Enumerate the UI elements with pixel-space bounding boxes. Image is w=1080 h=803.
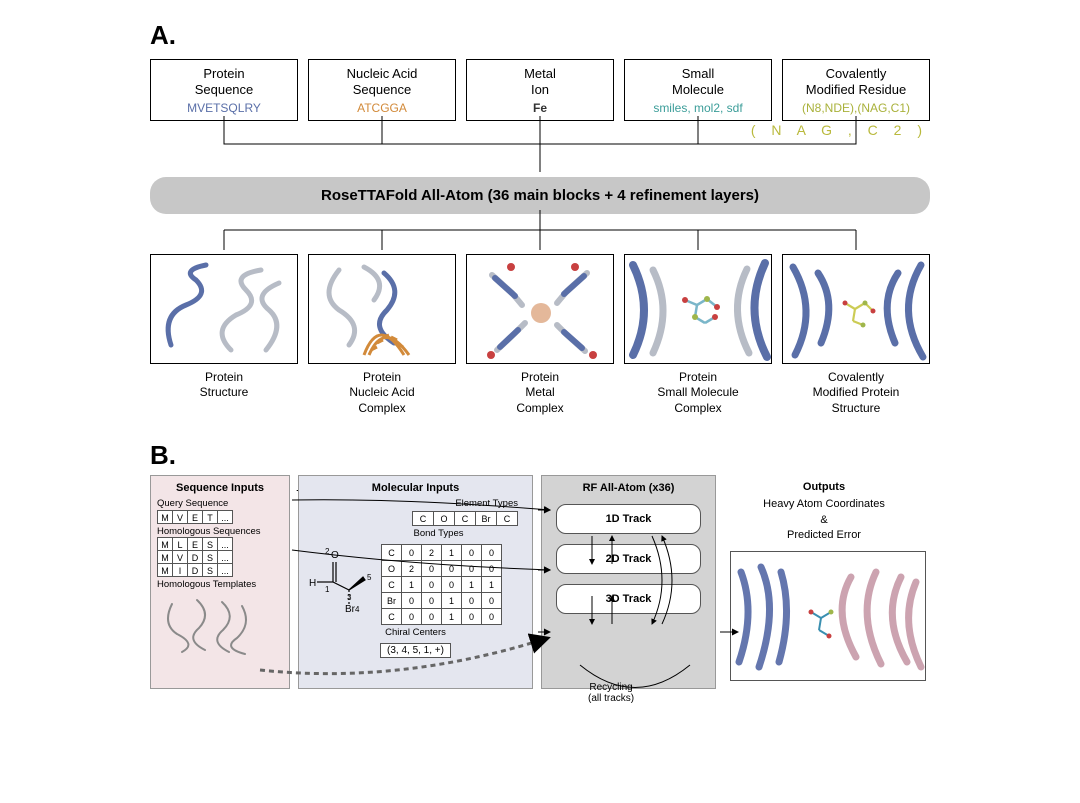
inputs-row: Protein Sequence MVETSQLRY Nucleic Acid …: [150, 59, 930, 121]
wires-bottom: [150, 210, 930, 250]
panel-a-label: A.: [150, 20, 930, 51]
output-image: [782, 254, 930, 364]
output-image: [466, 254, 614, 364]
input-box-protein: Protein Sequence MVETSQLRY: [150, 59, 298, 121]
output-caption: Protein Metal Complex: [466, 370, 614, 417]
output-caption: Protein Nucleic Acid Complex: [308, 370, 456, 417]
input-title: Covalently: [785, 66, 927, 82]
input-box-metal: Metal Ion Fe: [466, 59, 614, 121]
output-image: [624, 254, 772, 364]
input-value: (N8,NDE),(NAG,C1): [785, 101, 927, 116]
input-value: ATCGGA: [311, 101, 453, 116]
input-box-covalent: Covalently Modified Residue (N8,NDE),(NA…: [782, 59, 930, 121]
input-title: Protein: [153, 66, 295, 82]
panel-b-label: B.: [150, 440, 930, 471]
output-protein-structure: Protein Structure: [150, 254, 298, 417]
output-image: [308, 254, 456, 364]
input-value: MVETSQLRY: [153, 101, 295, 116]
input-box-nucleic: Nucleic Acid Sequence ATCGGA: [308, 59, 456, 121]
input-title: Modified Residue: [785, 82, 927, 98]
input-value: Fe: [469, 101, 611, 116]
input-title: Ion: [469, 82, 611, 98]
output-na-complex: Protein Nucleic Acid Complex: [308, 254, 456, 417]
input-title: Small: [627, 66, 769, 82]
output-covalent-structure: Covalently Modified Protein Structure: [782, 254, 930, 417]
panel-a: A. Protein Sequence MVETSQLRY Nucleic Ac…: [150, 20, 930, 416]
output-metal-complex: Protein Metal Complex: [466, 254, 614, 417]
output-smallmol-complex: Protein Small Molecule Complex: [624, 254, 772, 417]
recycling-label: Recycling (all tracks): [588, 682, 634, 704]
outputs-row: Protein Structure: [150, 254, 930, 417]
output-caption: Protein Small Molecule Complex: [624, 370, 772, 417]
output-image: [150, 254, 298, 364]
input-title: Sequence: [153, 82, 295, 98]
output-caption: Covalently Modified Protein Structure: [782, 370, 930, 417]
panel-b: B. Sequence Inputs Query Sequence MVET..…: [150, 440, 930, 689]
input-title: Molecule: [627, 82, 769, 98]
model-bar: RoseTTAFold All-Atom (36 main blocks + 4…: [150, 177, 930, 214]
panel-b-wires: [150, 470, 930, 730]
input-value: smiles, mol2, sdf: [627, 101, 769, 116]
wires-top: [150, 116, 930, 172]
output-caption: Protein Structure: [150, 370, 298, 401]
input-title: Sequence: [311, 82, 453, 98]
input-box-smallmol: Small Molecule smiles, mol2, sdf: [624, 59, 772, 121]
input-title: Metal: [469, 66, 611, 82]
input-title: Nucleic Acid: [311, 66, 453, 82]
